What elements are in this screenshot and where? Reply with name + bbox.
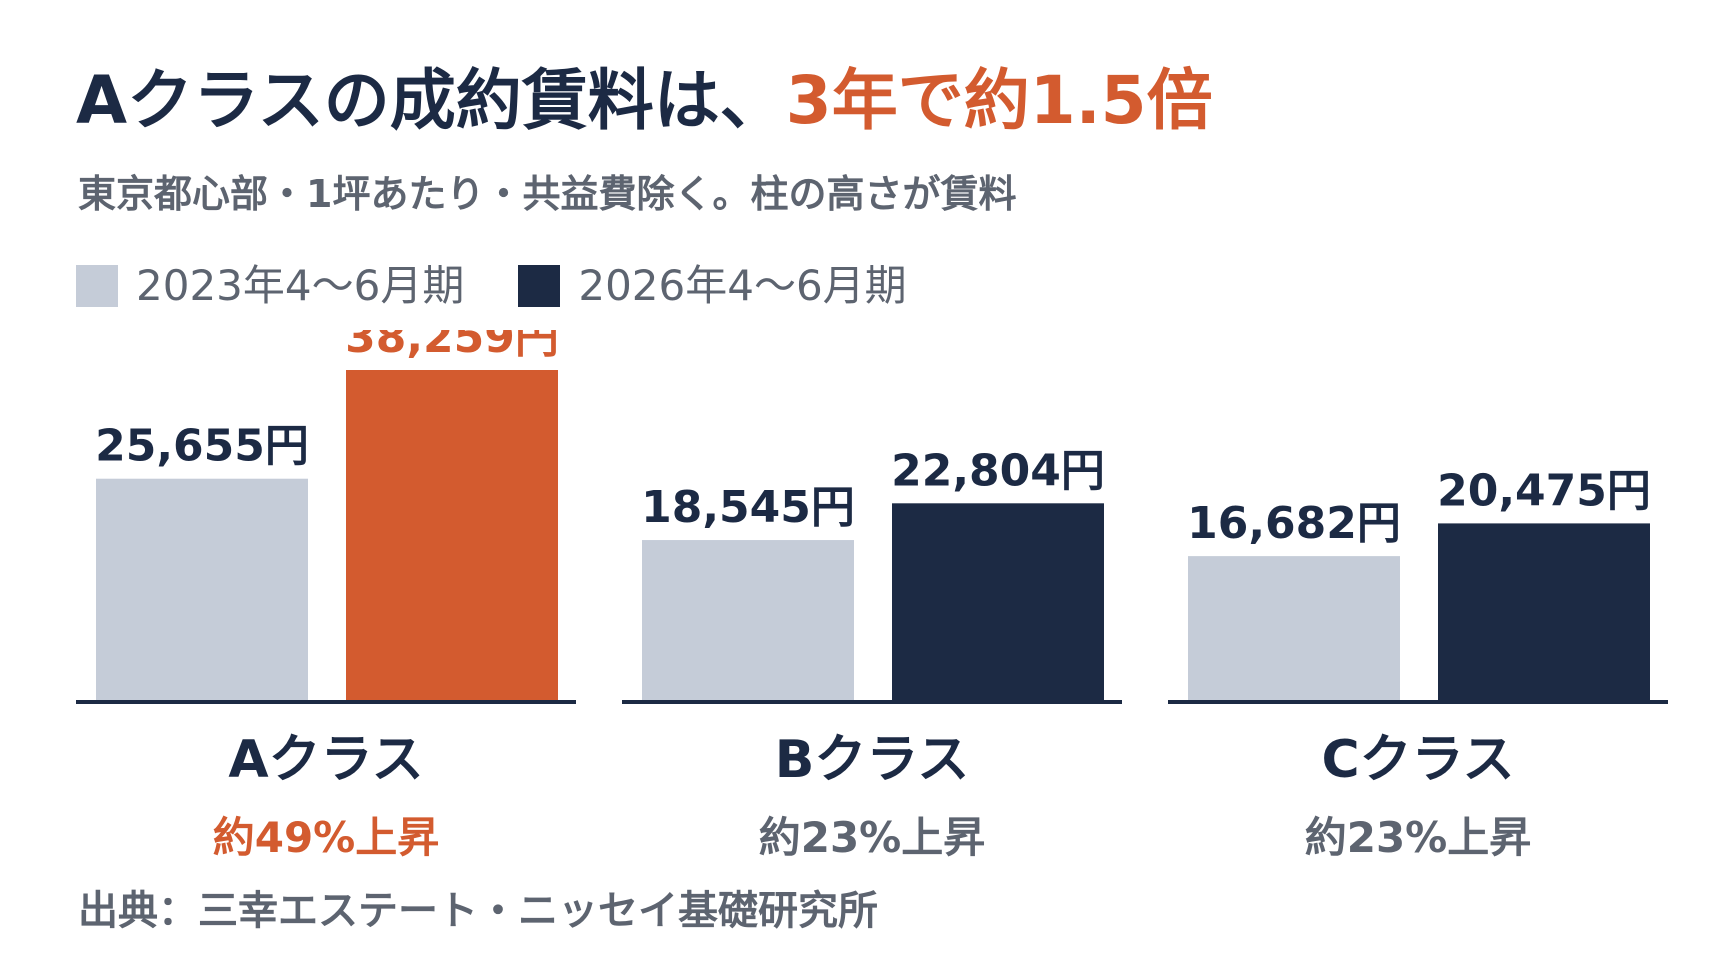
bar-Aクラス-2026: [346, 370, 558, 700]
source-note: 出典：三幸エステート・ニッセイ基礎研究所: [78, 888, 878, 934]
axis-line-1: [622, 700, 1122, 704]
bar-Bクラス-2026: [892, 503, 1104, 700]
legend-label-2023: 2023年4〜6月期: [136, 261, 465, 310]
bar-Aクラス-2023: [96, 478, 308, 700]
legend-item-2023: 2023年4〜6月期: [76, 256, 464, 316]
change-label-c: 約23%上昇: [1304, 813, 1532, 862]
title-main: Aクラスの成約賃料は、: [76, 62, 786, 139]
category-label-a: Aクラス: [228, 730, 424, 790]
legend: 2023年4〜6月期 2026年4〜6月期: [76, 256, 961, 316]
legend-label-2026: 2026年4〜6月期: [578, 261, 907, 310]
data-label-Aクラス-2026: 38,259円: [345, 330, 559, 363]
chart-title: Aクラスの成約賃料は、3年で約1.5倍: [76, 56, 1213, 146]
bar-Cクラス-2026: [1438, 523, 1650, 700]
data-label-Bクラス-2026: 22,804円: [891, 445, 1105, 496]
data-label-Aクラス-2023: 25,655円: [95, 421, 309, 472]
bar-chart: 25,655円 38,259円 18,545円 22,804円 16,682円 20,47…: [76, 330, 1668, 704]
data-label-Cクラス-2026: 20,475円: [1437, 465, 1651, 516]
chart-subtitle: 東京都心部・1坪あたり・共益費除く。柱の高さが賃料: [78, 172, 1017, 216]
axis-line-2: [1168, 700, 1668, 704]
legend-swatch-2023: [76, 265, 118, 307]
title-highlight: 3年で約1.5倍: [785, 62, 1213, 139]
category-label-b: Bクラス: [774, 730, 970, 790]
bar-Cクラス-2023: [1188, 556, 1400, 700]
axis-line-0: [76, 700, 576, 704]
change-label-a: 約49%上昇: [212, 813, 440, 862]
legend-item-2026: 2026年4〜6月期: [518, 256, 907, 316]
data-label-Bクラス-2023: 18,545円: [641, 482, 855, 533]
data-label-Cクラス-2023: 16,682円: [1187, 498, 1401, 549]
legend-swatch-2026: [518, 265, 561, 307]
bar-Bクラス-2023: [642, 540, 854, 700]
change-label-b: 約23%上昇: [758, 813, 986, 862]
category-label-c: Cクラス: [1321, 730, 1515, 790]
